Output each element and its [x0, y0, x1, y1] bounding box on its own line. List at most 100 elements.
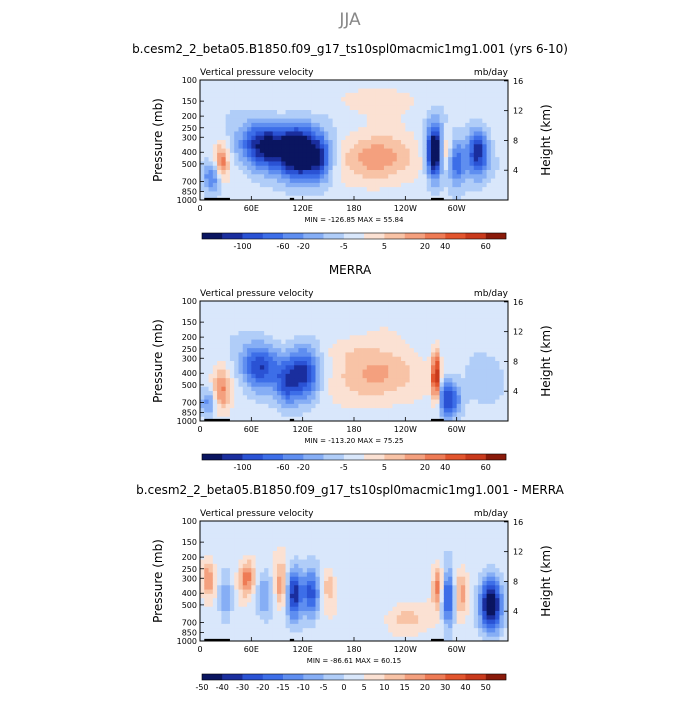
field-cell [316, 602, 321, 607]
field-cell [234, 149, 239, 154]
field-cell [316, 572, 321, 577]
field-cell [375, 131, 380, 136]
field-cell [470, 140, 475, 145]
field-cell [247, 378, 252, 383]
field-cell [316, 97, 321, 102]
field-cell [427, 144, 432, 149]
field-cell [482, 153, 487, 158]
field-cell [384, 89, 389, 94]
field-cell [482, 136, 487, 141]
field-cell [273, 538, 278, 543]
field-cell [384, 348, 389, 353]
field-cell [478, 400, 483, 405]
field-cell [256, 344, 261, 349]
field-cell [268, 344, 273, 349]
field-cell [328, 370, 333, 375]
field-cell [264, 301, 269, 306]
field-cell [345, 365, 350, 370]
field-cell [213, 84, 218, 89]
field-cell [239, 598, 244, 603]
field-cell [435, 365, 440, 370]
field-cell [217, 521, 222, 526]
field-cell [243, 581, 248, 586]
field-cell [487, 187, 492, 192]
field-cell [209, 119, 214, 124]
field-cell [482, 365, 487, 370]
field-cell [324, 119, 329, 124]
field-cell [277, 391, 282, 396]
field-cell [341, 144, 346, 149]
field-cell [221, 382, 226, 387]
colorbar-label: -5 [340, 463, 348, 472]
field-cell [273, 361, 278, 366]
field-cell [247, 89, 252, 94]
field-cell [230, 357, 235, 362]
field-cell [350, 395, 355, 400]
field-cell [452, 174, 457, 179]
field-cell [393, 93, 398, 98]
field-cell [260, 602, 265, 607]
field-cell [440, 331, 445, 336]
field-cell [324, 314, 329, 319]
field-cell [264, 327, 269, 332]
field-cell [499, 395, 504, 400]
field-cell [264, 157, 269, 162]
field-cell [303, 525, 308, 530]
field-cell [239, 97, 244, 102]
field-cell [298, 370, 303, 375]
field-cell [239, 387, 244, 392]
field-cell [324, 310, 329, 315]
field-cell [393, 387, 398, 392]
field-cell [273, 110, 278, 115]
field-cell [204, 615, 209, 620]
field-cell [260, 157, 265, 162]
field-cell [431, 101, 436, 106]
y-tick-label: 250 [182, 345, 197, 354]
field-cell [200, 187, 205, 192]
field-cell [234, 624, 239, 629]
field-cell [273, 144, 278, 149]
field-cell [286, 89, 291, 94]
field-cell [243, 521, 248, 526]
field-cell [499, 340, 504, 345]
field-cell [298, 598, 303, 603]
field-cell [367, 340, 372, 345]
field-cell [251, 119, 256, 124]
field-cell [350, 327, 355, 332]
field-cell [204, 114, 209, 119]
field-cell [307, 331, 312, 336]
field-cell [384, 157, 389, 162]
field-cell [397, 187, 402, 192]
field-cell [363, 408, 368, 413]
field-cell [260, 620, 265, 625]
field-cell [448, 365, 453, 370]
field-cell [414, 174, 419, 179]
colorbar-swatch [202, 454, 222, 460]
field-cell [448, 140, 453, 145]
field-cell [226, 577, 231, 582]
colorbar-label: -60 [277, 463, 290, 472]
field-cell [234, 530, 239, 535]
field-cell [380, 110, 385, 115]
field-cell [491, 404, 496, 409]
field-cell [221, 538, 226, 543]
field-cell [303, 174, 308, 179]
field-cell [286, 310, 291, 315]
field-cell [251, 123, 256, 128]
field-cell [427, 97, 432, 102]
field-cell [482, 314, 487, 319]
field-cell [226, 408, 231, 413]
field-cell [316, 370, 321, 375]
field-cell [273, 174, 278, 179]
field-cell [320, 114, 325, 119]
field-cell [256, 542, 261, 547]
field-cell [268, 542, 273, 547]
field-cell [341, 174, 346, 179]
field-cell [243, 327, 248, 332]
field-cell [495, 114, 500, 119]
field-cell [414, 378, 419, 383]
field-cell [414, 318, 419, 323]
field-cell [363, 140, 368, 145]
field-cell [384, 382, 389, 387]
